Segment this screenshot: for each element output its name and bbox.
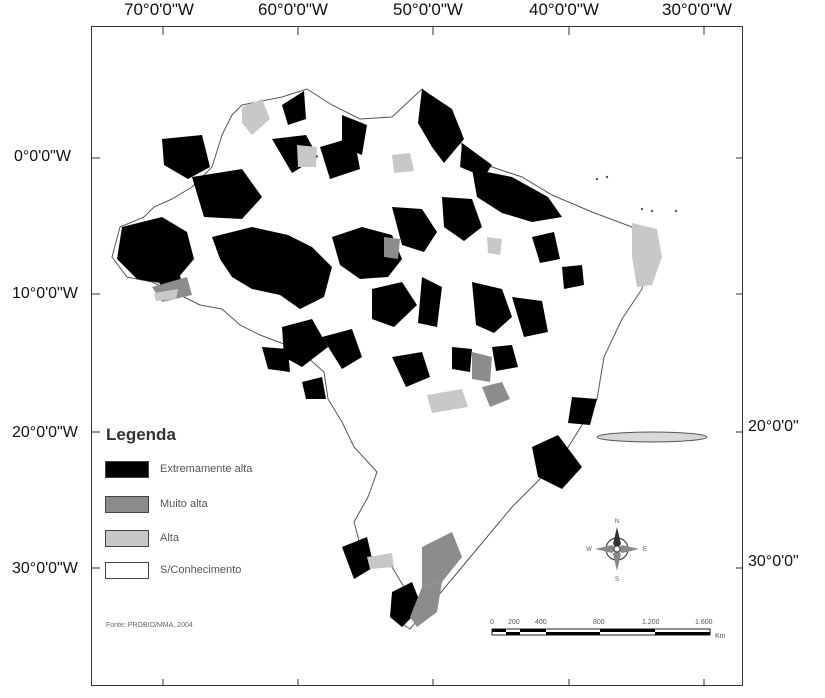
offshore-area bbox=[596, 431, 708, 443]
brazil-priority-areas-map: N S E W bbox=[92, 27, 742, 685]
top-tick-30w: 30°0'0"W bbox=[662, 0, 732, 19]
compass-w: W bbox=[586, 547, 592, 553]
areas-alta bbox=[154, 99, 662, 569]
scale-label-1600: 1.600 bbox=[695, 619, 713, 626]
compass-n: N bbox=[615, 519, 619, 525]
scale-bar bbox=[491, 628, 711, 636]
legend-label: S/Conhecimento bbox=[160, 564, 242, 576]
scale-label-0: 0 bbox=[490, 619, 494, 626]
legend-label: Alta bbox=[160, 532, 179, 544]
areas-extremamente-alta bbox=[117, 89, 597, 627]
legend-label: Muito alta bbox=[160, 498, 208, 510]
legend-label: Extremamente alta bbox=[160, 463, 253, 475]
scale-label-200: 200 bbox=[508, 619, 520, 626]
map-frame: N S E W Legenda Extremamente alta Muito … bbox=[91, 26, 743, 686]
top-tick-60w: 60°0'0"W bbox=[258, 0, 328, 19]
compass-s: S bbox=[615, 577, 619, 583]
legend-swatch-light-gray bbox=[105, 530, 149, 547]
scale-label-400: 400 bbox=[535, 619, 547, 626]
top-tick-40w: 40°0'0"W bbox=[529, 0, 599, 19]
source-note: Fonte: PROBIO/MMA, 2004 bbox=[106, 622, 193, 629]
top-tick-50w: 50°0'0"W bbox=[393, 0, 463, 19]
legend-swatch-dark-gray bbox=[105, 496, 149, 513]
left-tick-10: 10°0'0"W bbox=[12, 285, 78, 302]
scale-label-800: 800 bbox=[593, 619, 605, 626]
left-tick-0: 0°0'0"W bbox=[14, 148, 71, 165]
legend-swatch-white bbox=[105, 562, 149, 579]
right-tick-20: 20°0'0" bbox=[748, 418, 799, 435]
compass-e: E bbox=[643, 547, 647, 553]
right-tick-30: 30°0'0" bbox=[748, 553, 799, 570]
legend-title: Legenda bbox=[106, 425, 176, 444]
left-tick-20: 20°0'0"W bbox=[12, 424, 78, 441]
scale-unit: Km bbox=[715, 633, 726, 640]
frame-ticks bbox=[92, 27, 742, 685]
top-tick-70w: 70°0'0"W bbox=[124, 0, 194, 19]
compass-rose-icon: N S E W bbox=[586, 519, 647, 583]
areas-muito-alta bbox=[152, 237, 510, 627]
coastal-dots bbox=[595, 175, 678, 213]
scale-label-1200: 1.200 bbox=[642, 619, 660, 626]
legend-swatch-black bbox=[105, 461, 149, 478]
left-tick-30: 30°0'0"W bbox=[12, 560, 78, 577]
